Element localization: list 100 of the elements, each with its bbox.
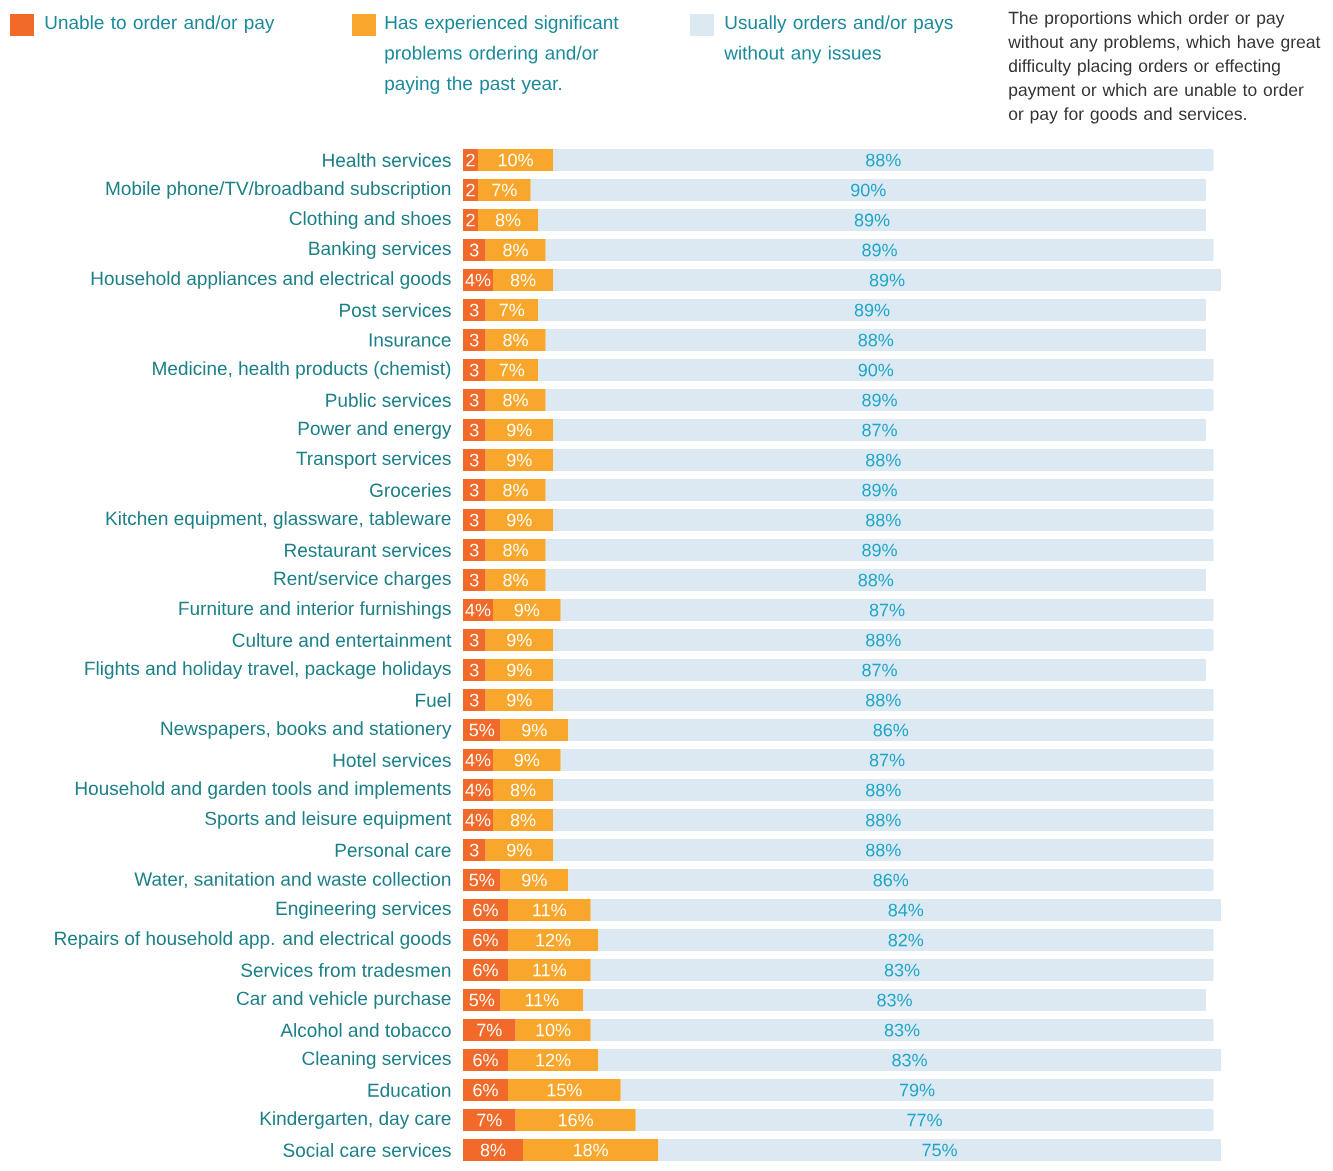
bar (485, 509, 554, 532)
data-label: 8% (503, 573, 528, 587)
data-label: 89% (854, 303, 890, 317)
bar (590, 958, 1214, 981)
data-label: 8% (503, 393, 528, 407)
data-label: 9% (507, 513, 532, 527)
data-label: 9% (514, 753, 540, 767)
bar (485, 299, 539, 322)
data-label: 7% (492, 183, 517, 197)
bar (478, 209, 539, 232)
bar (553, 779, 1214, 801)
legend-label: Usually orders and/or pays without any issues (724, 15, 953, 64)
bar (463, 659, 486, 681)
data-label: 4% (465, 753, 491, 767)
data-label: 4% (465, 273, 491, 287)
bar (590, 1018, 1214, 1041)
data-label: 12% (536, 933, 571, 947)
bar (485, 689, 554, 711)
bar (538, 209, 1206, 232)
bar (463, 209, 479, 232)
data-label: 89% (869, 273, 905, 287)
bar (500, 988, 584, 1011)
y-tick-label: Rent/service charges (274, 571, 451, 589)
y-tick-label: Health services (323, 153, 451, 167)
bar (463, 569, 486, 592)
y-tick-label: Mobile phone/TV/broadband subscription (106, 181, 451, 199)
data-label: 83% (884, 1023, 920, 1037)
data-label: 88% (866, 513, 901, 527)
data-label: 2 (466, 213, 475, 227)
data-label: 10% (536, 1023, 571, 1037)
bar (463, 179, 479, 202)
data-label: 9% (507, 663, 532, 677)
y-tick-label: Household appliances and electrical goods (91, 271, 451, 289)
data-label: 3 (469, 633, 479, 647)
bar (485, 419, 554, 442)
bar (463, 389, 486, 412)
bar (553, 689, 1214, 711)
bar (545, 329, 1206, 352)
data-label: 89% (862, 243, 897, 257)
bar (590, 899, 1222, 921)
bar (545, 479, 1214, 502)
y-tick-label: Alcohol and tobacco (280, 1023, 451, 1037)
data-label: 89% (862, 393, 897, 407)
bar (463, 149, 479, 172)
data-label: 3 (469, 303, 479, 317)
data-label: 5% (469, 723, 495, 737)
y-tick-label: Culture and entertainment (232, 633, 452, 647)
data-label: 88% (866, 843, 901, 857)
data-label: 12% (536, 1053, 571, 1067)
bar (485, 659, 554, 681)
data-label: 88% (866, 453, 901, 467)
data-label: 88% (866, 783, 901, 797)
data-label: 77% (907, 1113, 942, 1127)
y-tick-label: Repairs of household app. and electrical goods (55, 931, 451, 949)
data-label: 75% (922, 1143, 957, 1157)
data-label: 15% (547, 1083, 582, 1097)
data-label: 9% (522, 873, 547, 887)
data-label: 88% (858, 333, 894, 347)
data-label: 88% (866, 633, 901, 647)
data-label: 3 (469, 393, 479, 407)
y-tick-label: Personal care (335, 843, 451, 857)
bar (553, 149, 1214, 172)
data-label: 8% (495, 213, 521, 227)
data-label: 3 (469, 333, 479, 347)
data-label: 86% (873, 873, 909, 887)
bar (463, 419, 486, 442)
y-tick-label: Power and energy (298, 421, 452, 439)
data-label: 3 (469, 453, 479, 467)
bar (463, 479, 486, 502)
y-tick-label: Medicine, health products (chemist) (153, 361, 451, 379)
bar (515, 1108, 636, 1131)
data-label: 9% (507, 633, 532, 647)
bar (463, 839, 486, 861)
y-tick-label: Fuel (416, 693, 451, 707)
data-label: 2 (466, 153, 475, 167)
bar (553, 449, 1214, 472)
data-label: 6% (473, 903, 498, 917)
data-label: 11% (533, 903, 567, 917)
data-label: 5% (469, 993, 495, 1007)
data-label: 82% (888, 933, 924, 947)
bar (598, 1048, 1222, 1071)
bar (463, 509, 486, 532)
bar (545, 539, 1214, 562)
bar (568, 719, 1214, 741)
y-tick-label: Education (368, 1083, 451, 1097)
data-label: 9% (514, 603, 540, 617)
bar (485, 389, 546, 412)
y-tick-label: Household and garden tools and implements (75, 781, 451, 799)
data-label: 11% (525, 993, 559, 1007)
bar (463, 539, 486, 562)
data-label: 3 (469, 243, 479, 257)
bar (515, 1018, 591, 1041)
data-label: 87% (862, 423, 897, 437)
data-label: 3 (469, 423, 479, 437)
data-label: 16% (558, 1113, 593, 1127)
bar (493, 749, 561, 771)
bar (485, 479, 546, 502)
bar (545, 239, 1214, 262)
data-label: 2 (466, 183, 475, 197)
bar (463, 239, 486, 262)
